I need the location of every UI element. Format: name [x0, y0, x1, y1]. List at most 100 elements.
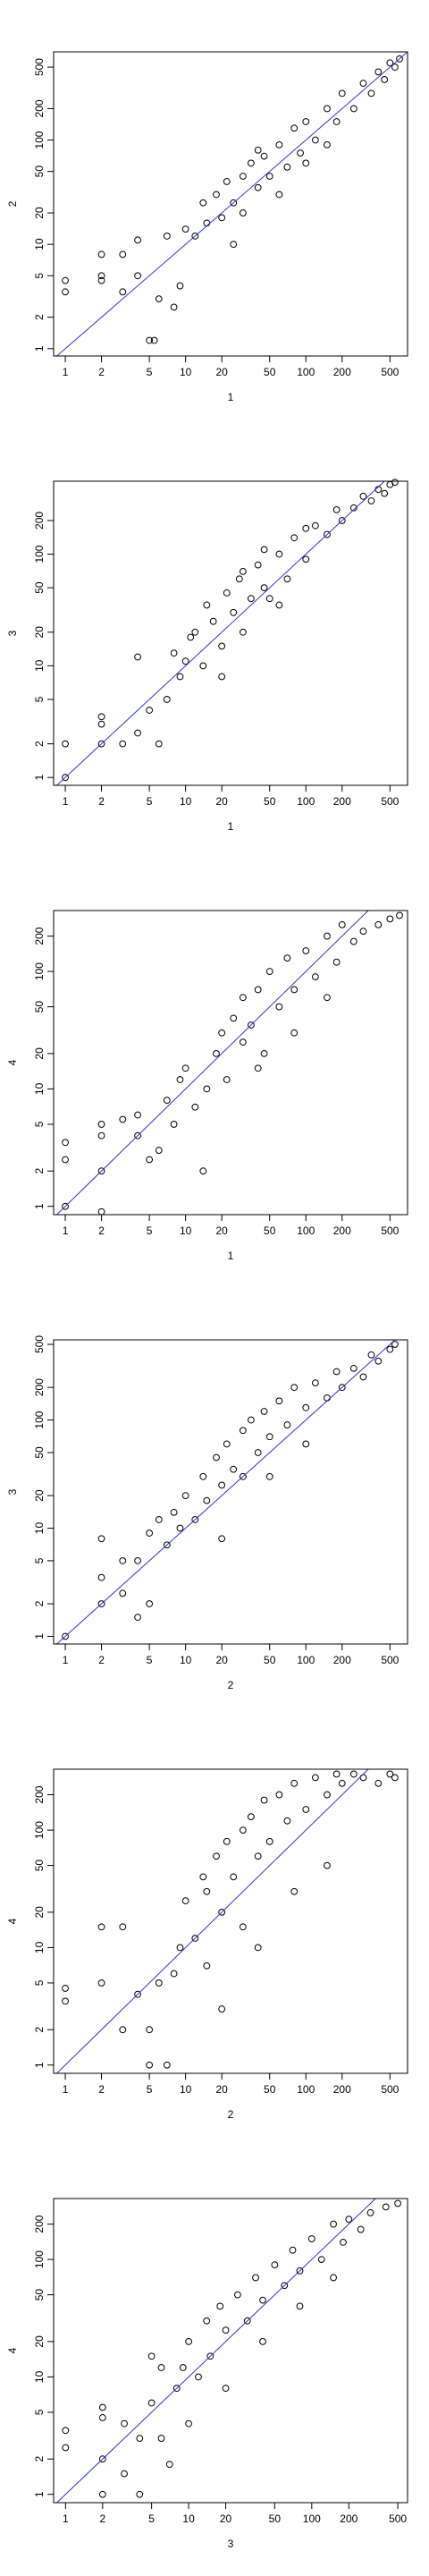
point — [374, 68, 383, 76]
point — [191, 1516, 199, 1523]
point — [283, 954, 291, 962]
point — [260, 152, 268, 160]
point — [391, 1341, 399, 1348]
point — [252, 2274, 259, 2282]
point — [239, 1472, 247, 1480]
point — [199, 199, 207, 207]
y-tick-label: 50 — [33, 2289, 46, 2301]
y-tick-label: 20 — [33, 2335, 46, 2348]
x-tick-label: 5 — [147, 2083, 153, 2096]
point — [359, 1373, 367, 1381]
point — [163, 696, 171, 703]
reference-line — [55, 2199, 376, 2503]
point — [216, 2302, 224, 2310]
point — [203, 1887, 211, 1895]
point — [223, 1837, 231, 1845]
x-tick-label: 20 — [215, 2083, 228, 2096]
point — [170, 1970, 178, 1978]
point — [119, 2026, 127, 2034]
point — [254, 561, 262, 569]
point — [222, 2326, 230, 2334]
y-tick-label: 500 — [33, 58, 46, 76]
point — [302, 1440, 310, 1448]
x-tick-label: 5 — [147, 1654, 153, 1666]
y-tick-label: 1 — [33, 1203, 46, 1209]
y-tick-label: 2 — [33, 2456, 46, 2462]
point — [195, 2373, 202, 2381]
point — [349, 937, 358, 945]
reference-line — [55, 481, 385, 785]
x-axis-label: 2 — [228, 1679, 234, 1691]
x-tick-label: 200 — [333, 2083, 351, 2096]
point — [163, 1541, 171, 1549]
point — [275, 1003, 283, 1011]
point — [247, 1813, 255, 1821]
x-tick-label: 5 — [147, 366, 153, 378]
point — [330, 2274, 337, 2282]
point — [254, 1449, 262, 1456]
scatter-panel: 1 2 5 10 20 50 100 200 500 1 2 5 10 20 50 100 200 2 4 — [6, 1768, 408, 2121]
y-tick-label: 200 — [33, 2215, 46, 2233]
point — [296, 2302, 304, 2310]
point — [121, 2470, 128, 2478]
point — [247, 595, 255, 603]
point — [386, 915, 394, 923]
point — [254, 146, 262, 154]
point — [119, 288, 127, 296]
point — [275, 550, 283, 558]
y-tick-label: 20 — [33, 1047, 46, 1060]
point — [97, 1167, 105, 1175]
point — [367, 89, 375, 97]
point — [230, 608, 238, 616]
point — [146, 707, 154, 714]
x-axis-label: 3 — [228, 2538, 234, 2550]
point — [146, 1156, 154, 1164]
point — [230, 1014, 238, 1022]
plot-box — [53, 480, 408, 786]
x-tick-label: 20 — [220, 2512, 232, 2525]
point — [146, 2061, 154, 2069]
y-tick-label: 200 — [33, 927, 46, 945]
point — [283, 1421, 291, 1428]
y-tick-label: 100 — [33, 131, 46, 148]
point — [157, 2364, 165, 2371]
point — [254, 986, 262, 994]
point — [396, 55, 403, 63]
x-tick-label: 200 — [340, 2512, 358, 2525]
y-axis-label: 4 — [6, 1918, 19, 1924]
point — [191, 1103, 199, 1111]
point — [239, 567, 247, 575]
y-tick-label: 1 — [33, 775, 46, 781]
point — [359, 928, 367, 936]
point — [302, 1806, 310, 1813]
x-tick-label: 200 — [333, 366, 351, 378]
point — [233, 2291, 241, 2299]
plot-box — [53, 910, 408, 1216]
point — [312, 1379, 319, 1387]
point — [230, 199, 238, 207]
point — [119, 1557, 127, 1564]
plot-box — [53, 2198, 408, 2504]
reference-line — [55, 1340, 396, 1644]
x-tick-label: 2 — [98, 795, 105, 808]
point — [265, 173, 273, 180]
point — [381, 489, 389, 497]
point — [239, 1038, 247, 1046]
y-tick-label: 10 — [33, 238, 46, 250]
x-tick-label: 50 — [264, 1224, 276, 1237]
point — [98, 2414, 106, 2421]
x-axis-label: 1 — [228, 391, 234, 403]
point — [176, 1944, 184, 1952]
y-tick-label: 2 — [33, 314, 46, 320]
point — [176, 1524, 184, 1532]
point — [265, 1472, 273, 1480]
point — [185, 2337, 192, 2345]
point — [218, 1481, 226, 1489]
point — [349, 504, 358, 512]
point — [359, 1774, 367, 1782]
point — [260, 546, 268, 554]
x-tick-label: 1 — [63, 1224, 69, 1237]
x-axis-label: 1 — [228, 1250, 234, 1262]
y-tick-label: 200 — [33, 1378, 46, 1396]
y-tick-label: 100 — [33, 2250, 46, 2268]
